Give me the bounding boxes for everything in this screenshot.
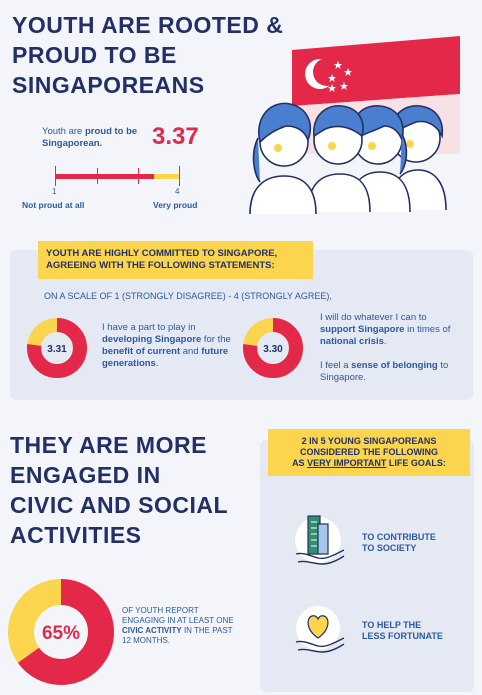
scale-tick [55,166,56,186]
scale-tick [97,168,98,184]
goals-banner: 2 IN 5 YOUNG SINGAPOREANS CONSIDERED THE… [268,429,470,476]
donut-label: 3.31 [47,344,67,355]
scale-tick [179,166,180,186]
scale-tick [138,168,139,184]
commitment-banner: YOUTH ARE HIGHLY COMMITTED TO SINGAPORE,… [38,241,313,279]
goal-contribute: TO CONTRIBUTE TO SOCIETY [362,532,436,553]
donut-civic: 65% [8,579,114,685]
proud-score: 3.37 [152,123,199,150]
scale-max: 4 [175,187,180,196]
donut-label: 3.30 [263,344,283,355]
stat2-text: I will do whatever I can to support Sing… [320,312,451,347]
proud-text: Youth are proud to be Singaporean. [42,126,138,149]
donut-label: 65% [42,623,80,644]
title-line: YOUTH ARE ROOTED & [12,12,284,38]
proud-scale-bar [55,174,180,179]
donut-stat2: 3.30 [243,318,303,378]
donut-stat1: 3.31 [27,318,87,378]
youth-group-illustration [249,102,447,215]
title-line: PROUD TO BE [12,42,177,68]
stat3-text: I feel a sense of belonging to Singapore… [320,360,449,383]
title-line: SINGAPOREANS [12,72,205,98]
section3-title: THEY ARE MORE ENGAGED IN CIVIC AND SOCIA… [10,432,228,548]
scale-min: 1 [52,187,57,196]
civic-text: OF YOUTH REPORT ENGAGING IN AT LEAST ONE… [122,606,234,645]
scale-label-max: Very proud [153,200,198,210]
scale-description: ON A SCALE OF 1 (STRONGLY DISAGREE) - 4 … [44,291,332,301]
stat1-text: I have a part to play in developing Sing… [102,322,231,369]
section1-title: YOUTH ARE ROOTED & PROUD TO BE SINGAPORE… [12,10,312,100]
building-in-hand-icon [295,515,345,565]
proud-scale-fill [55,174,154,179]
goals-panel [260,440,474,692]
goal-help: TO HELP THE LESS FORTUNATE [362,620,443,641]
heart-in-hand-icon [295,606,345,653]
scale-label-min: Not proud at all [22,200,85,210]
